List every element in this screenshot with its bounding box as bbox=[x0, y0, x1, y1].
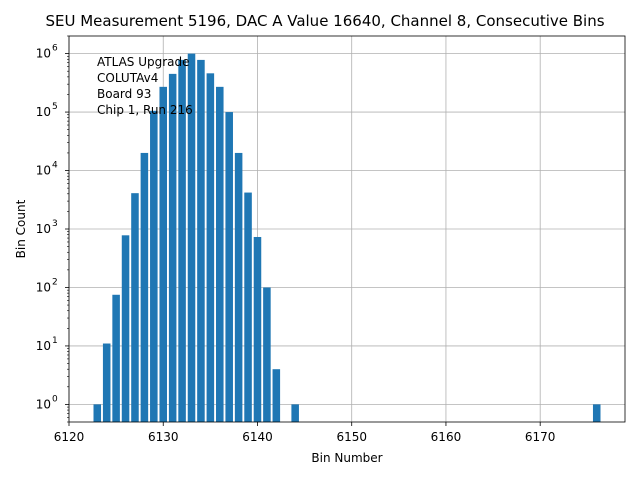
bar-bin-6132 bbox=[178, 59, 186, 423]
annotation-line: Board 93 bbox=[97, 87, 151, 101]
y-tick-base: 10 bbox=[36, 397, 51, 411]
bar-bin-6135 bbox=[206, 73, 215, 423]
y-tick-label: 10 bbox=[36, 280, 51, 294]
bar-bin-6176 bbox=[592, 404, 601, 422]
bar-bin-6134 bbox=[197, 59, 205, 423]
y-tick-base: 10 bbox=[36, 105, 51, 119]
annotation-line: ATLAS Upgrade bbox=[97, 55, 190, 69]
y-tick-label: 10 bbox=[36, 105, 51, 119]
bar-bin-6128 bbox=[140, 152, 149, 422]
y-tick-label: 10 bbox=[36, 47, 51, 61]
bar-bin-6124 bbox=[102, 343, 111, 422]
x-tick-label: 6130 bbox=[148, 430, 179, 444]
bar-bin-6141 bbox=[263, 287, 271, 422]
bar-bin-6131 bbox=[168, 73, 177, 423]
bar-bin-6136 bbox=[216, 86, 224, 422]
annotation-line: COLUTAv4 bbox=[97, 71, 158, 85]
bar-bin-6139 bbox=[244, 192, 252, 422]
bar-bin-6142 bbox=[272, 369, 281, 422]
bars bbox=[93, 53, 601, 423]
y-tick-label: 10 bbox=[36, 222, 51, 236]
x-tick-label: 6160 bbox=[431, 430, 462, 444]
x-tick-label: 6170 bbox=[525, 430, 556, 444]
x-tick-label: 6150 bbox=[336, 430, 367, 444]
bar-bin-6137 bbox=[225, 112, 233, 422]
bar-bin-6133 bbox=[187, 53, 196, 423]
y-tick-exponent: 6 bbox=[52, 44, 58, 54]
bar-bin-6129 bbox=[150, 110, 158, 422]
bar-bin-6123 bbox=[93, 404, 102, 422]
bar-bin-6140 bbox=[253, 236, 262, 422]
bar-bin-6144 bbox=[291, 404, 299, 422]
bar-bin-6138 bbox=[234, 152, 243, 422]
x-axis-label: Bin Number bbox=[311, 451, 382, 465]
y-tick-base: 10 bbox=[36, 164, 51, 178]
y-tick-exponent: 5 bbox=[52, 102, 58, 112]
y-tick-exponent: 0 bbox=[52, 394, 58, 404]
y-tick-exponent: 4 bbox=[52, 161, 58, 171]
y-tick-exponent: 3 bbox=[52, 219, 58, 229]
y-tick-base: 10 bbox=[36, 339, 51, 353]
y-tick-base: 10 bbox=[36, 222, 51, 236]
y-tick-label: 10 bbox=[36, 397, 51, 411]
chart-title: SEU Measurement 5196, DAC A Value 16640,… bbox=[45, 12, 604, 30]
y-tick-base: 10 bbox=[36, 47, 51, 61]
annotation-box: ATLAS Upgrade COLUTAv4 Board 93 Chip 1, Ru… bbox=[97, 55, 193, 117]
x-tick-label: 6120 bbox=[54, 430, 85, 444]
y-tick-label: 10 bbox=[36, 339, 51, 353]
y-tick-label: 10 bbox=[36, 164, 51, 178]
y-axis-label: Bin Count bbox=[14, 199, 28, 258]
y-tick-base: 10 bbox=[36, 280, 51, 294]
x-tick-label: 6140 bbox=[242, 430, 273, 444]
bar-bin-6125 bbox=[112, 294, 120, 422]
y-tick-exponent: 1 bbox=[52, 336, 58, 346]
bar-bin-6126 bbox=[121, 235, 130, 422]
annotation-line: Chip 1, Run 216 bbox=[97, 103, 193, 117]
bar-bin-6130 bbox=[159, 86, 168, 422]
bar-bin-6127 bbox=[131, 193, 139, 422]
y-tick-exponent: 2 bbox=[52, 277, 58, 287]
